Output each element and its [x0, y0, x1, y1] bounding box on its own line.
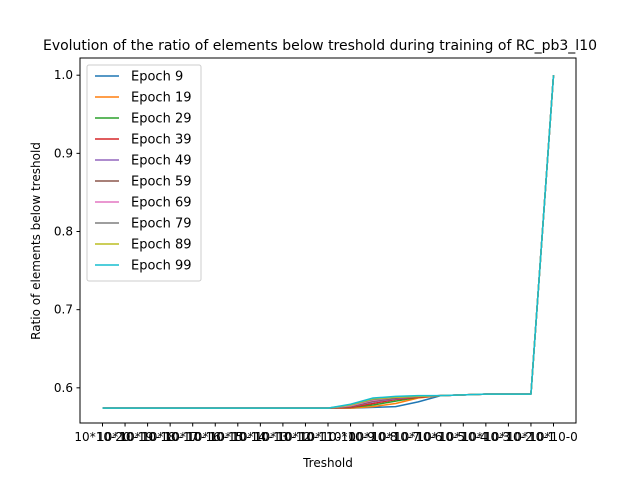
x-tick-label: 10*10-19 [97, 430, 153, 444]
legend-label: Epoch 29 [131, 112, 191, 127]
y-axis: 0.6 0.7 0.8 0.9 1.0 [54, 68, 80, 395]
x-tick-label: 10*10-20 [74, 430, 130, 444]
x-tick-label: 10*10-6 [394, 430, 443, 444]
x-tick-label: 10*10-4 [439, 430, 488, 444]
legend-label: Epoch 69 [131, 196, 191, 211]
legend-label: Epoch 19 [131, 91, 191, 106]
y-tick-label: 1.0 [54, 68, 73, 82]
legend-label: Epoch 9 [131, 70, 183, 85]
x-tick-label: 10*10-9 [326, 430, 375, 444]
x-tick-label: 10*10-17 [142, 430, 198, 444]
series-lines [102, 75, 555, 409]
series-line-epoch-99 [102, 75, 555, 409]
legend-label: Epoch 89 [131, 238, 191, 253]
x-tick-label: 10*10-13 [232, 430, 288, 444]
x-tick-label: 10*10-11 [277, 430, 333, 444]
x-tick-label: 10*10-16 [165, 430, 221, 444]
legend-box [86, 64, 202, 282]
legend-label: Epoch 59 [131, 175, 191, 190]
x-tick-label: 10*10-12 [255, 430, 311, 444]
legend-label: Epoch 49 [131, 154, 191, 169]
x-tick-label: 10*10-2 [484, 430, 533, 444]
legend-label: Epoch 79 [131, 217, 191, 232]
legend: Epoch 9 Epoch 19 Epoch 29 Epoch 39 Epoch 49 E… [86, 64, 202, 282]
x-axis-label: Treshold [302, 456, 353, 470]
legend-label: Epoch 39 [131, 133, 191, 148]
y-tick-label: 0.6 [54, 381, 73, 395]
legend-label: Epoch 99 [131, 259, 191, 274]
x-axis: 10*10-2010*10-1910*10-1810*10-1710*10-16… [74, 423, 578, 444]
x-tick-label: 10*10-15 [187, 430, 243, 444]
chart-title: Evolution of the ratio of elements below… [43, 38, 597, 54]
x-tick-label: 10*10-18 [120, 430, 176, 444]
x-tick-label: 10*10-5 [416, 430, 465, 444]
y-tick-label: 0.7 [54, 303, 73, 317]
x-tick-label: 10*10-8 [349, 430, 398, 444]
y-axis-label: Ratio of elements below treshold [29, 142, 43, 340]
x-tick-label: 10*10-14 [210, 430, 266, 444]
x-tick-label: 10*10-1 [507, 430, 556, 444]
x-tick-label: 10*10-3 [462, 430, 511, 444]
x-tick-label: 10*10-10 [300, 430, 356, 444]
y-tick-label: 0.9 [54, 146, 73, 160]
y-tick-label: 0.8 [54, 225, 73, 239]
x-tick-label: 10*10-0 [529, 430, 578, 444]
x-tick-label: 10*10-7 [371, 430, 420, 444]
